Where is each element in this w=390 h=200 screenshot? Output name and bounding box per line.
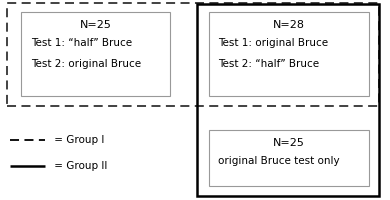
Text: original Bruce test only: original Bruce test only: [218, 156, 340, 166]
FancyBboxPatch shape: [21, 12, 170, 96]
Text: Test 1: original Bruce: Test 1: original Bruce: [218, 38, 328, 48]
Text: Test 1: “half” Bruce: Test 1: “half” Bruce: [31, 38, 132, 48]
Text: = Group I: = Group I: [51, 135, 104, 145]
Text: N=25: N=25: [273, 138, 305, 148]
Text: N=28: N=28: [273, 20, 305, 30]
Text: Test 2: “half” Bruce: Test 2: “half” Bruce: [218, 59, 319, 69]
Text: Test 2: original Bruce: Test 2: original Bruce: [31, 59, 141, 69]
Text: = Group II: = Group II: [51, 161, 107, 171]
FancyBboxPatch shape: [209, 12, 369, 96]
FancyBboxPatch shape: [209, 130, 369, 186]
Text: N=25: N=25: [80, 20, 112, 30]
